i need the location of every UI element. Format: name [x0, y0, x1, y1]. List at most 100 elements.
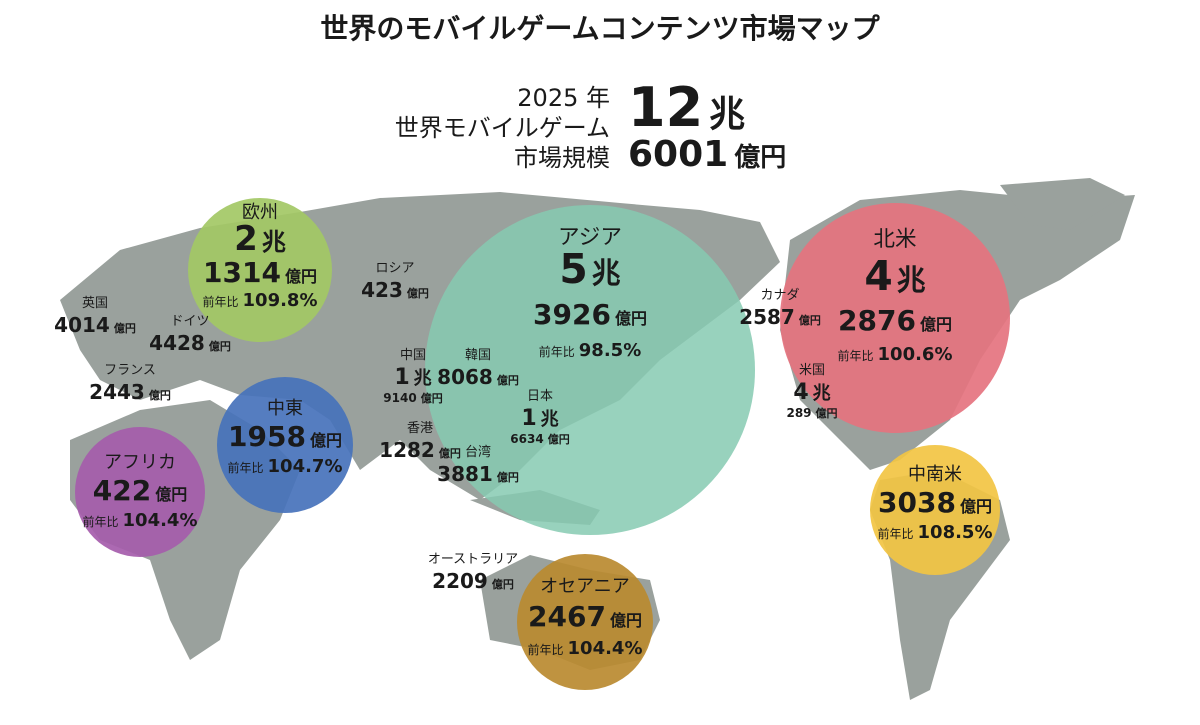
total-oku: 6001 億円: [628, 134, 786, 175]
region-circle: [425, 205, 755, 535]
label-line: 英国: [82, 296, 108, 311]
total-cho-value: 12: [628, 76, 703, 139]
yoy-label: 前年比: [203, 294, 239, 309]
label-line: カナダ: [760, 288, 799, 303]
label-line: ドイツ: [170, 314, 209, 329]
region-name: アフリカ: [104, 452, 176, 473]
label-line: アジア: [558, 225, 622, 250]
yoy-value: 109.8%: [243, 290, 318, 311]
country-oku: 8068: [437, 365, 493, 389]
country-cho: 1: [394, 365, 409, 390]
region-oku: 422: [93, 474, 151, 507]
region-oku: 3038: [878, 486, 956, 519]
label-line: フランス: [104, 363, 156, 378]
region-oku: 3926: [533, 298, 611, 331]
region-circle: [780, 203, 1010, 433]
label-line: 中東: [267, 398, 303, 419]
total-cho-unit: 兆: [709, 94, 745, 135]
label-line: 2443 億円: [89, 380, 171, 404]
region-circle: [75, 427, 205, 557]
label-line: 前年比 100.6%: [838, 344, 953, 365]
country-cho-unit: 兆: [541, 409, 559, 430]
label-line: 香港: [407, 421, 433, 436]
total-oku-unit: 億円: [734, 143, 786, 173]
country-cho: 4: [793, 380, 808, 405]
label-line: 中南米: [908, 464, 962, 485]
country-name: ロシア: [375, 261, 414, 276]
label-line: 4428 億円: [149, 331, 231, 355]
country-name: オーストラリア: [428, 552, 518, 567]
region-name: オセアニア: [540, 576, 630, 597]
country-name: フランス: [104, 363, 156, 378]
label-line: 欧州: [242, 202, 278, 223]
label-line: 289 億円: [786, 406, 837, 420]
region-cho-unit: 兆: [897, 263, 926, 297]
region-cho: 4: [864, 252, 892, 300]
label-line: アフリカ: [104, 452, 176, 473]
country-oku: 3881: [437, 462, 493, 486]
total-oku-value: 6001: [628, 134, 728, 175]
label-line: 3881 億円: [437, 462, 519, 486]
total-year: 2025 年: [517, 84, 610, 112]
country-oku: 2209: [432, 569, 488, 593]
country-oku: 4014: [54, 313, 110, 337]
label-line: ロシア: [375, 261, 414, 276]
label-line: 4014 億円: [54, 313, 136, 337]
region-cho: 5: [559, 245, 587, 293]
country-oku-unit: 億円: [548, 432, 570, 446]
country-oku: 1282: [379, 438, 435, 462]
country-name: 日本: [527, 389, 553, 404]
label-line: 2587 億円: [739, 305, 821, 329]
label-line: 1314 億円: [203, 256, 317, 289]
country-oku-unit: 億円: [149, 388, 171, 402]
region-oku-unit: 億円: [155, 485, 187, 504]
total-cho: 12 兆: [628, 76, 745, 139]
country-cho: 1: [521, 406, 536, 431]
label-line: 1958 億円: [228, 420, 342, 453]
label-line: オーストラリア: [428, 552, 518, 567]
yoy-label: 前年比: [878, 526, 914, 541]
country-oku-unit: 億円: [407, 286, 429, 300]
country-oku: 2443: [89, 380, 145, 404]
label-line: 422 億円: [93, 474, 187, 507]
region-cho-unit: 兆: [262, 228, 286, 256]
label-line: 台湾: [465, 444, 491, 460]
label-line: 前年比 104.7%: [228, 456, 343, 477]
region-circles: [75, 198, 1010, 690]
country-cho-unit: 兆: [414, 368, 432, 389]
label-line: 前年比 98.5%: [539, 340, 641, 361]
total-label: 世界モバイルゲーム: [395, 114, 610, 142]
label-line: 北米: [873, 227, 916, 252]
label-line: 米国: [799, 363, 825, 378]
country-oku-unit: 億円: [421, 391, 443, 405]
label-line: 韓国: [465, 348, 491, 363]
country-name: カナダ: [760, 288, 799, 303]
region-name: 中南米: [908, 464, 962, 485]
yoy-label: 前年比: [83, 514, 119, 529]
country-name: 香港: [407, 421, 433, 436]
region-circle: [188, 198, 332, 342]
yoy-value: 98.5%: [579, 340, 641, 361]
country-name: 米国: [799, 363, 825, 378]
yoy-value: 108.5%: [918, 522, 993, 543]
region-name: 中東: [267, 398, 303, 419]
country-oku-unit: 億円: [799, 313, 821, 327]
label-line: 3926 億円: [533, 298, 647, 331]
label-line: 2467 億円: [528, 600, 642, 633]
total-label: 市場規模: [514, 144, 610, 172]
country-oku-unit: 億円: [439, 446, 461, 460]
region-cho: 2: [234, 219, 258, 259]
region-name: アジア: [558, 225, 622, 250]
yoy-value: 104.7%: [268, 456, 343, 477]
yoy-label: 前年比: [228, 460, 264, 475]
title: 世界のモバイルゲームコンテンツ市場マップ: [320, 12, 880, 45]
country-oku: 423: [361, 278, 403, 302]
region-circle: [217, 377, 353, 513]
country-oku-unit: 億円: [497, 470, 519, 484]
label-line: 中国: [400, 348, 426, 363]
